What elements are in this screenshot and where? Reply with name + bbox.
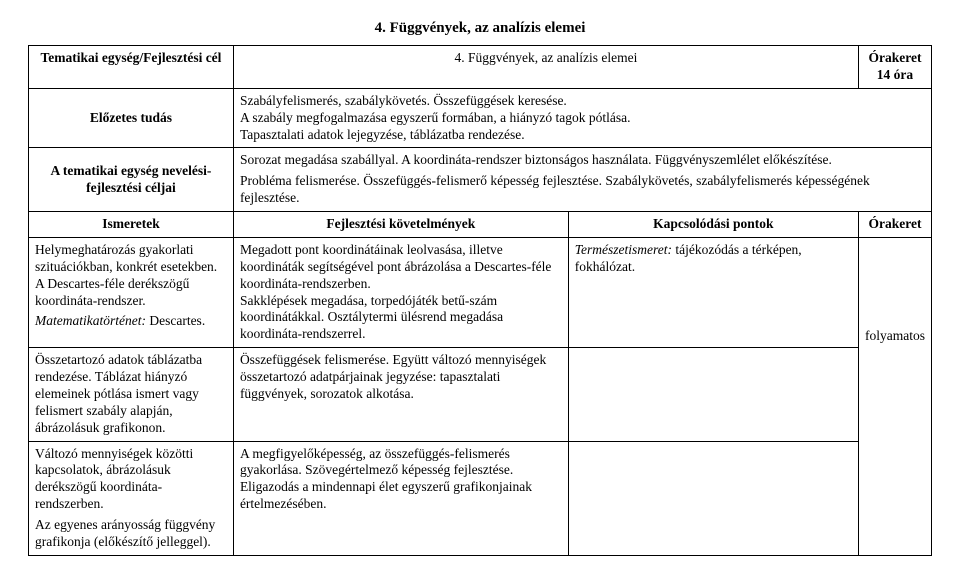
table-row: Összetartozó adatok táblázatba rendezése… [29, 348, 932, 441]
cell-c2: A megfigyelőképesség, az összefüggés-fel… [233, 441, 568, 555]
hdr-ismeretek: Ismeretek [29, 212, 234, 238]
goals-line1: Sorozat megadása szabállyal. A koordinát… [240, 152, 925, 169]
cell-c1: Összetartozó adatok táblázatba rendezése… [29, 348, 234, 441]
cell-goals-value: Sorozat megadása szabállyal. A koordinát… [233, 148, 931, 212]
row-topic: Tematikai egység/Fejlesztési cél 4. Függ… [29, 46, 932, 89]
hours-value: 14 óra [877, 67, 913, 82]
row-goals: A tematikai egység nevelési-fejlesztési … [29, 148, 932, 212]
cell-c3 [568, 348, 858, 441]
curriculum-table: Tematikai egység/Fejlesztési cél 4. Függ… [28, 45, 932, 556]
hdr-orakeret: Órakeret [858, 212, 931, 238]
hours-label: Órakeret [868, 50, 921, 65]
c3-italic-label: Természetismeret: [575, 242, 672, 257]
c1-part-a: Helymeghatározás gyakorlati szituációkba… [35, 242, 227, 276]
cell-topic-value: 4. Függvények, az analízis elemei [233, 46, 858, 89]
cell-goals-label: A tematikai egység nevelési-fejlesztési … [29, 148, 234, 212]
row-subheader: Ismeretek Fejlesztési követelmények Kapc… [29, 212, 932, 238]
c1-part-b: Az egyenes arányosság függvény grafikonj… [35, 517, 227, 551]
cell-c4-merged: folyamatos [858, 237, 931, 555]
c1-italic-label: Matematikatörténet: [35, 313, 146, 328]
table-row: Helymeghatározás gyakorlati szituációkba… [29, 237, 932, 347]
row-prior: Előzetes tudás Szabályfelismerés, szabál… [29, 88, 932, 148]
cell-topic-label: Tematikai egység/Fejlesztési cél [29, 46, 234, 89]
hdr-fejlesztesi: Fejlesztési követelmények [233, 212, 568, 238]
cell-c1: Változó mennyiségek közötti kapcsolatok,… [29, 441, 234, 555]
c1-italic-text: Descartes. [146, 313, 205, 328]
cell-c3 [568, 441, 858, 555]
cell-c3: Természetismeret: tájékozódás a térképen… [568, 237, 858, 347]
c1-part-b: A Descartes-féle derékszögű koordináta-r… [35, 276, 227, 310]
cell-hours: Órakeret 14 óra [858, 46, 931, 89]
hdr-kapcsolodasi: Kapcsolódási pontok [568, 212, 858, 238]
cell-c2: Összefüggések felismerése. Együtt változ… [233, 348, 568, 441]
table-row: Változó mennyiségek közötti kapcsolatok,… [29, 441, 932, 555]
cell-c2: Megadott pont koordinátáinak leolvasása,… [233, 237, 568, 347]
cell-c1: Helymeghatározás gyakorlati szituációkba… [29, 237, 234, 347]
c1-part-a: Változó mennyiségek közötti kapcsolatok,… [35, 446, 227, 514]
cell-prior-label: Előzetes tudás [29, 88, 234, 148]
cell-prior-value: Szabályfelismerés, szabálykövetés. Össze… [233, 88, 931, 148]
goals-line2: Probléma felismerése. Összefüggés-felism… [240, 173, 925, 207]
page-title: 4. Függvények, az analízis elemei [28, 20, 932, 37]
